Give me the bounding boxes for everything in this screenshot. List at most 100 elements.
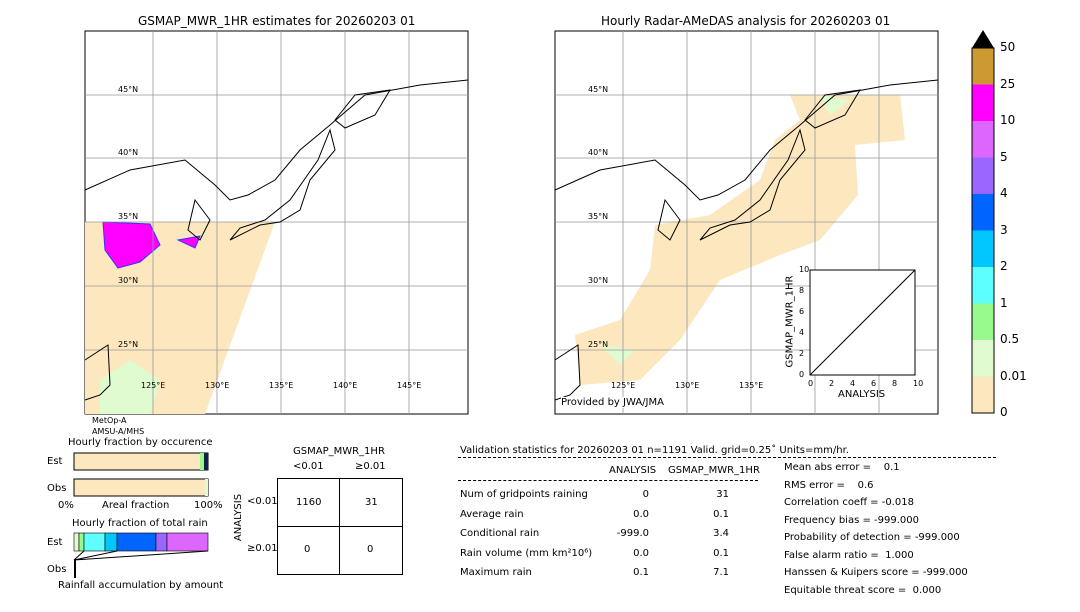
- lat-label: 30°N: [588, 276, 609, 285]
- colorbar-extend-triangle: [972, 30, 994, 48]
- tr-obs-label: Obs: [47, 564, 67, 575]
- cell-fp: 31: [365, 497, 378, 508]
- contingency-row1: <0.01: [247, 496, 278, 507]
- inset-y-tick: 6: [799, 307, 805, 316]
- colorbar-segment: [972, 303, 994, 340]
- inset-x-tick: 2: [829, 379, 835, 388]
- occ-xlabel: Areal fraction: [102, 500, 170, 511]
- totalrain-connector: [73, 550, 209, 561]
- inset-diagonal: [809, 269, 916, 376]
- colorbar-segment: [972, 376, 994, 413]
- colorbar-segment: [972, 194, 994, 231]
- inset-x-tick: 8: [892, 379, 898, 388]
- lon-label: 135°E: [269, 381, 294, 390]
- analysis-rain-area: [575, 95, 905, 385]
- lat-label: 45°N: [118, 85, 139, 94]
- stats-analysis-value: -999.0: [616, 528, 649, 539]
- lon-label: 125°E: [141, 381, 166, 390]
- colorbar-segment: [972, 340, 994, 377]
- totalrain-est-segment: [73, 532, 80, 552]
- coastline: [84, 79, 469, 201]
- colorbar-segment: [972, 157, 994, 194]
- colorbar-segment: [972, 48, 994, 85]
- totalrain-est-segment: [155, 532, 168, 552]
- score-line: RMS error = 0.6: [784, 479, 874, 491]
- lat-label: 45°N: [588, 85, 609, 94]
- inset-x-tick: 10: [913, 379, 924, 388]
- stats-gsmap-value: 0.1: [713, 547, 729, 559]
- score-line: Hanssen & Kuipers score = -999.000: [784, 567, 968, 578]
- lat-label: 35°N: [588, 212, 609, 221]
- stats-analysis-value: 0.0: [633, 508, 649, 520]
- occ-obs-label: Obs: [47, 483, 67, 494]
- colorbar-tick-label: 25: [1000, 76, 1016, 91]
- light-rain-area: [820, 95, 850, 115]
- coastline: [229, 128, 336, 241]
- colorbar-segment: [972, 121, 994, 158]
- cell-tn: 1160: [296, 497, 322, 508]
- stats-gsmap-value: 7.1: [713, 567, 729, 578]
- inset-scatter: [809, 269, 916, 376]
- lon-label: 130°E: [205, 381, 230, 390]
- stats-col-analysis: ANALYSIS: [609, 465, 657, 476]
- inset-y-tick: 8: [799, 286, 805, 295]
- colorbar: [971, 30, 995, 414]
- stats-row-label: Conditional rain: [460, 528, 540, 539]
- colorbar-segment: [972, 84, 994, 121]
- inset-y-tick: 10: [799, 265, 810, 274]
- contingency-row-axis: ANALYSIS: [233, 493, 245, 542]
- coastline: [554, 344, 581, 401]
- stats-gsmap-value: 3.4: [713, 528, 729, 539]
- occ-est-segment: [204, 453, 208, 470]
- coastline: [699, 128, 806, 241]
- score-line: False alarm ratio = 1.000: [784, 549, 914, 561]
- score-line: Mean abs error = 0.1: [784, 462, 900, 473]
- inset-y-tick: 2: [799, 349, 805, 358]
- inset-xlabel: ANALYSIS: [838, 389, 886, 400]
- lon-label: 130°E: [675, 381, 700, 390]
- inset-x-tick: 0: [808, 379, 814, 388]
- occ-obs-segment: [205, 479, 208, 496]
- colorbar-tick-label: 0: [1000, 405, 1008, 419]
- colorbar-tick-label: 5: [1000, 149, 1008, 164]
- coastline: [187, 198, 211, 241]
- heavy-rain-area: [176, 235, 201, 249]
- lon-label: 140°E: [333, 381, 358, 390]
- stats-gsmap-value: 31: [716, 489, 729, 500]
- colorbar-tick-label: 4: [1000, 186, 1008, 200]
- colorbar-tick-label: 10: [1000, 113, 1016, 127]
- tr-est-label: Est: [47, 537, 63, 548]
- stats-row-label: Maximum rain: [460, 567, 532, 578]
- stats-row-label: Num of gridpoints raining: [460, 489, 588, 500]
- stats-gsmap-value: 0.1: [713, 508, 729, 520]
- contingency-title: GSMAP_MWR_1HR: [293, 446, 385, 457]
- totalrain-est-segment: [116, 532, 157, 552]
- lat-label: 40°N: [588, 148, 609, 157]
- stats-title: Validation statistics for 20260203 01 n=…: [460, 445, 849, 456]
- stats-analysis-value: 0: [642, 489, 649, 500]
- contingency-row2: ≥0.01: [247, 543, 278, 554]
- occ-x1: 100%: [194, 500, 223, 511]
- tr-footer: Rainfall accumulation by amount: [58, 580, 224, 591]
- occurrence-title: Hourly fraction by occurence: [68, 437, 213, 448]
- colorbar-frame: [971, 47, 995, 414]
- occ-est-bar: [73, 452, 209, 471]
- totalrain-est-segment: [104, 532, 118, 552]
- coastline: [554, 79, 939, 201]
- right-map-title: Hourly Radar-AMeDAS analysis for 2026020…: [601, 14, 891, 28]
- stats-row-label: Average rain: [460, 508, 524, 520]
- lat-label: 35°N: [118, 212, 139, 221]
- colorbar-tick-label: 2: [1000, 259, 1008, 273]
- colorbar-tick-label: 1: [1000, 295, 1008, 310]
- inset-x-tick: 6: [871, 379, 877, 388]
- credit-text: Provided by JWA/JMA: [561, 397, 664, 408]
- occ-obs-bar: [73, 478, 209, 497]
- colorbar-tick-label: 50: [1000, 40, 1016, 54]
- inset-x-tick: 4: [850, 379, 856, 388]
- cell-fn: 0: [304, 544, 311, 555]
- lon-label: 145°E: [397, 381, 422, 390]
- left-map-title: GSMAP_MWR_1HR estimates for 20260203 01: [138, 14, 416, 28]
- score-line: Frequency bias = -999.000: [784, 514, 919, 526]
- light-rain-area: [100, 360, 160, 414]
- coastline: [334, 89, 391, 129]
